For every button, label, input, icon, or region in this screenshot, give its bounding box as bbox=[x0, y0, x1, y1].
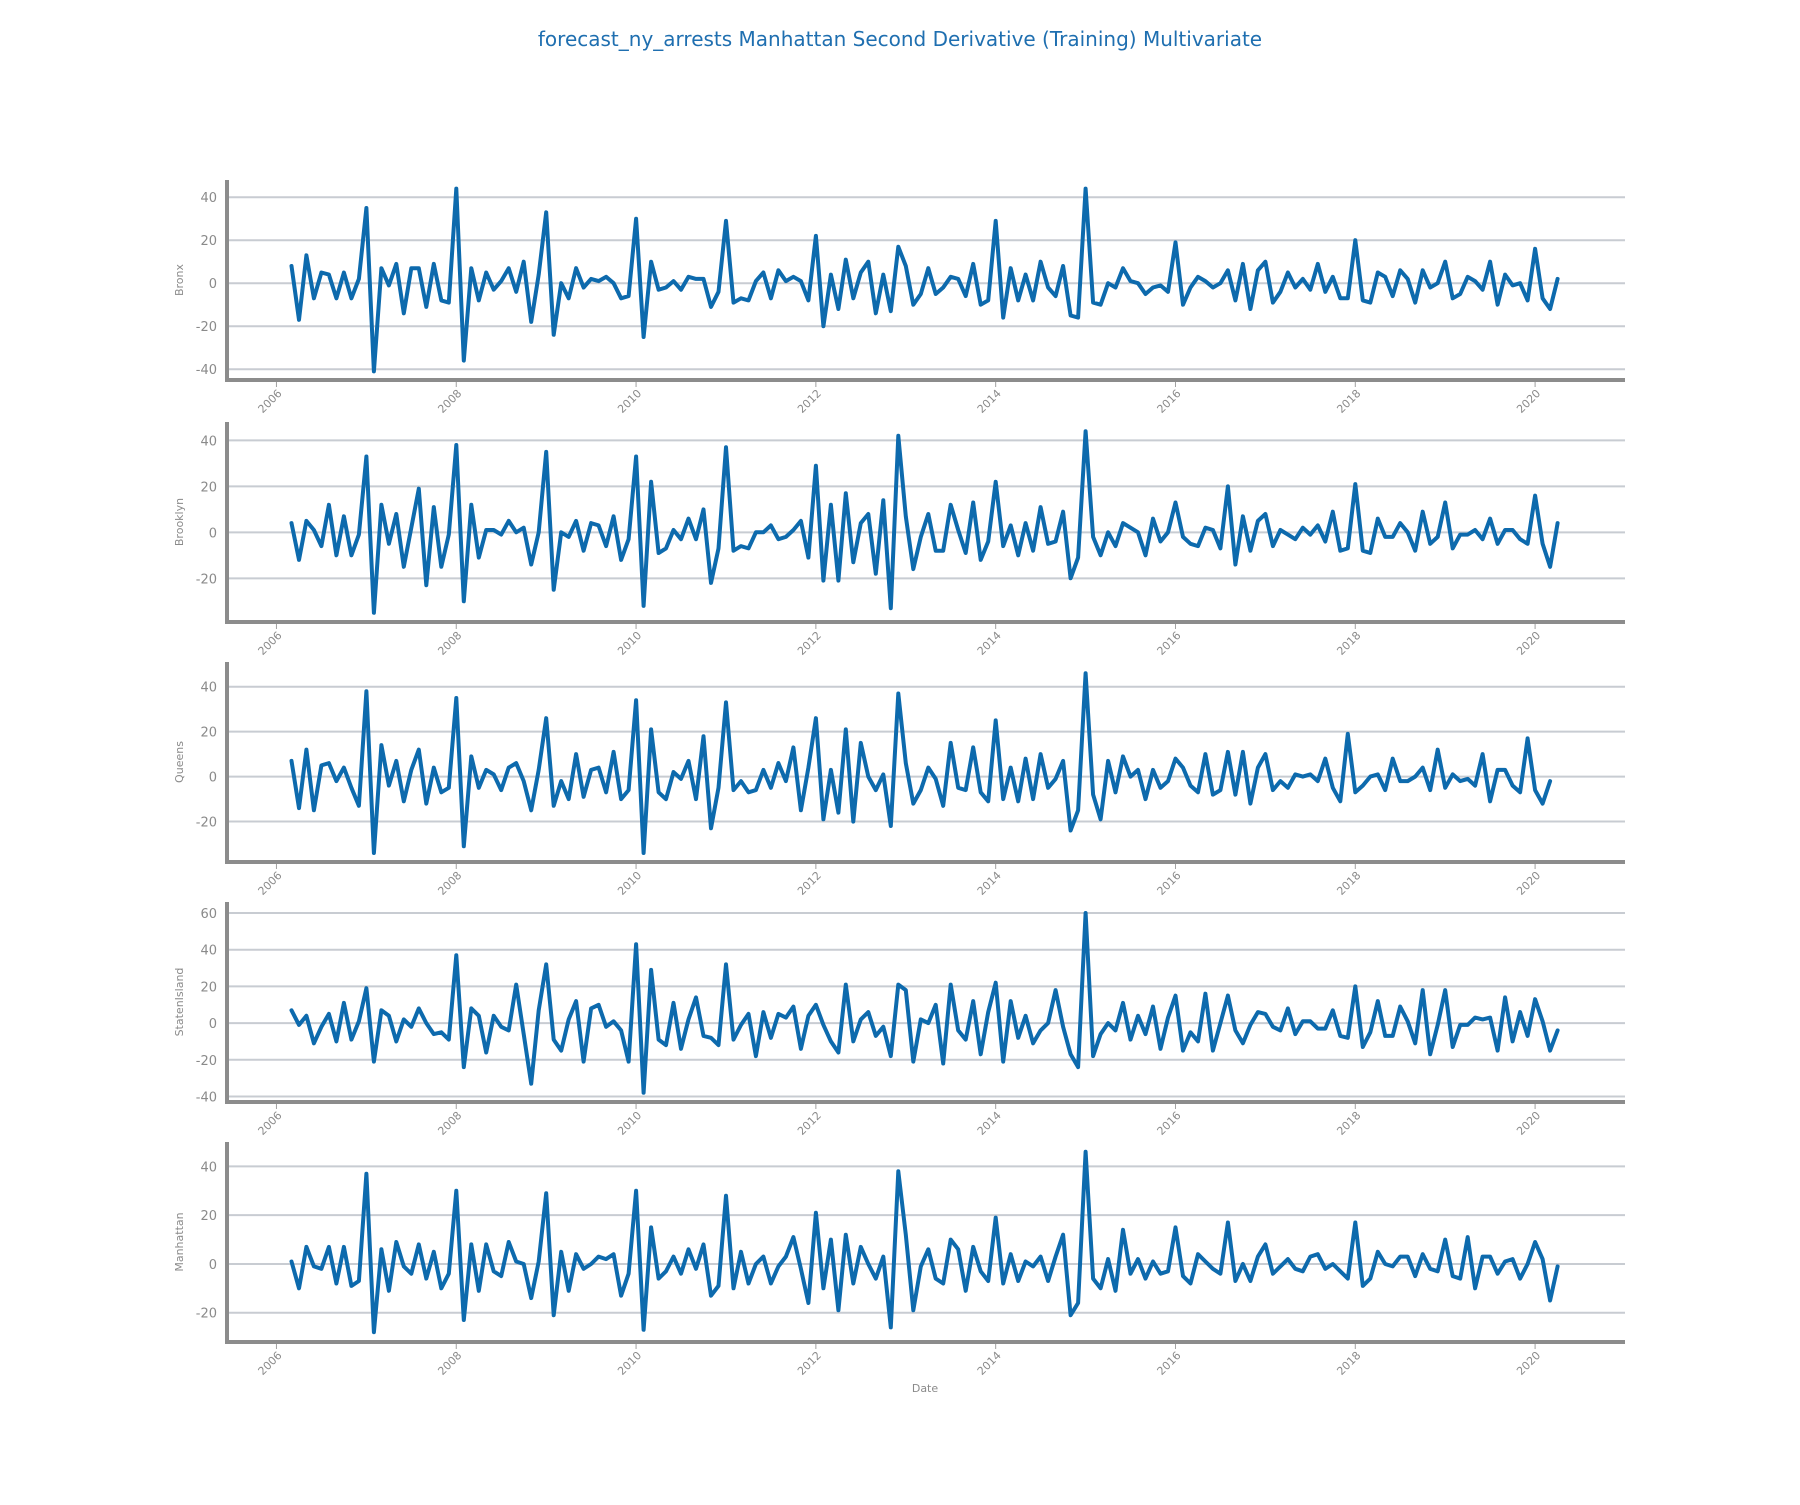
series-line-statenisland bbox=[289, 911, 1560, 1095]
x-tick-label: 2012 bbox=[795, 1109, 824, 1138]
x-tick-label: 2008 bbox=[435, 1349, 464, 1378]
x-tick-label: 2014 bbox=[975, 1109, 1004, 1138]
y-tick-label: 20 bbox=[200, 1209, 217, 1224]
x-tick-label: 2010 bbox=[615, 1349, 644, 1378]
panel-queens: 40 20 0 -20 Queens 2006 2008 2010 2012 2014 2016 20… bbox=[173, 662, 1625, 898]
y-tick-label: 0 bbox=[209, 277, 217, 292]
x-tick-label: 2018 bbox=[1334, 1349, 1363, 1378]
x-tick-label: 2012 bbox=[795, 869, 824, 898]
x-tick-label: 2014 bbox=[975, 1349, 1004, 1378]
x-tick-label: 2008 bbox=[435, 387, 464, 416]
x-tick-label: 2016 bbox=[1155, 629, 1184, 658]
x-tick-label: 2014 bbox=[975, 387, 1004, 416]
y-axis-label: Bronx bbox=[173, 263, 186, 296]
y-tick-label: 40 bbox=[200, 1160, 217, 1175]
x-tick-label: 2010 bbox=[615, 869, 644, 898]
y-tick-label: 40 bbox=[200, 944, 217, 959]
y-axis-label: Queens bbox=[173, 741, 186, 783]
series-line-brooklyn bbox=[289, 429, 1560, 615]
x-tick-label: 2008 bbox=[435, 1109, 464, 1138]
x-tick-label: 2018 bbox=[1334, 1109, 1363, 1138]
series-line-bronx bbox=[289, 186, 1560, 374]
x-axis-title: Date bbox=[912, 1382, 939, 1395]
panels: 40 20 0 -20 -40 Bronx 2006 2008 2010 2012 2014 2016… bbox=[173, 180, 1625, 1378]
y-tick-label: -20 bbox=[196, 572, 217, 587]
x-tick-label: 2016 bbox=[1155, 1109, 1184, 1138]
x-tick-label: 2010 bbox=[615, 629, 644, 658]
chart-title: forecast_ny_arrests Manhattan Second Der… bbox=[538, 27, 1262, 51]
x-tick-label: 2016 bbox=[1155, 869, 1184, 898]
panel-manhattan: 40 20 0 -20 Manhattan 2006 2008 2010 2012 2014 201… bbox=[173, 1142, 1625, 1378]
x-tick-label: 2008 bbox=[435, 869, 464, 898]
x-tick-label: 2012 bbox=[795, 1349, 824, 1378]
x-tick-label: 2018 bbox=[1334, 869, 1363, 898]
x-tick-label: 2006 bbox=[256, 1109, 285, 1138]
x-tick-label: 2016 bbox=[1155, 1349, 1184, 1378]
y-axis-label: Brooklyn bbox=[173, 498, 186, 546]
y-tick-label: 0 bbox=[209, 1258, 217, 1273]
y-tick-label: 40 bbox=[200, 434, 217, 449]
y-tick-label: 0 bbox=[209, 526, 217, 541]
x-tick-label: 2020 bbox=[1514, 869, 1543, 898]
y-tick-label: -20 bbox=[196, 1054, 217, 1069]
x-tick-label: 2006 bbox=[256, 869, 285, 898]
y-tick-label: -20 bbox=[196, 320, 217, 335]
y-tick-label: -20 bbox=[196, 1307, 217, 1322]
y-tick-label: -40 bbox=[196, 1090, 217, 1105]
x-tick-label: 2020 bbox=[1514, 629, 1543, 658]
series-line-queens bbox=[289, 671, 1553, 855]
x-tick-label: 2020 bbox=[1514, 1349, 1543, 1378]
panel-statenisland: 60 40 20 0 -20 -40 StatenIsland 2006 2008 2010 201… bbox=[173, 902, 1625, 1138]
y-tick-label: 0 bbox=[209, 771, 217, 786]
y-tick-label: -40 bbox=[196, 363, 217, 378]
x-tick-label: 2014 bbox=[975, 869, 1004, 898]
y-tick-label: 20 bbox=[200, 234, 217, 249]
x-tick-label: 2012 bbox=[795, 629, 824, 658]
panel-bronx: 40 20 0 -20 -40 Bronx 2006 2008 2010 2012 2014 2016… bbox=[173, 180, 1625, 416]
x-tick-label: 2010 bbox=[615, 387, 644, 416]
y-tick-label: 20 bbox=[200, 980, 217, 995]
x-tick-label: 2018 bbox=[1334, 629, 1363, 658]
x-tick-label: 2016 bbox=[1155, 387, 1184, 416]
x-tick-label: 2008 bbox=[435, 629, 464, 658]
x-tick-label: 2010 bbox=[615, 1109, 644, 1138]
y-tick-label: -20 bbox=[196, 816, 217, 831]
y-axis-label: StatenIsland bbox=[173, 968, 186, 1037]
series-line-manhattan bbox=[289, 1149, 1560, 1335]
x-tick-label: 2006 bbox=[256, 629, 285, 658]
y-tick-label: 20 bbox=[200, 480, 217, 495]
x-tick-label: 2006 bbox=[256, 1349, 285, 1378]
panel-brooklyn: 40 20 0 -20 Brooklyn 2006 2008 2010 2012 2014 2016… bbox=[173, 422, 1625, 658]
y-tick-label: 40 bbox=[200, 681, 217, 696]
x-tick-label: 2020 bbox=[1514, 1109, 1543, 1138]
y-tick-label: 40 bbox=[200, 191, 217, 206]
y-tick-label: 20 bbox=[200, 726, 217, 741]
x-tick-label: 2014 bbox=[975, 629, 1004, 658]
x-tick-label: 2018 bbox=[1334, 387, 1363, 416]
x-tick-label: 2006 bbox=[256, 387, 285, 416]
y-axis-label: Manhattan bbox=[173, 1212, 186, 1271]
y-tick-label: 0 bbox=[209, 1017, 217, 1032]
x-tick-label: 2020 bbox=[1514, 387, 1543, 416]
y-tick-label: 60 bbox=[200, 907, 217, 922]
x-tick-label: 2012 bbox=[795, 387, 824, 416]
